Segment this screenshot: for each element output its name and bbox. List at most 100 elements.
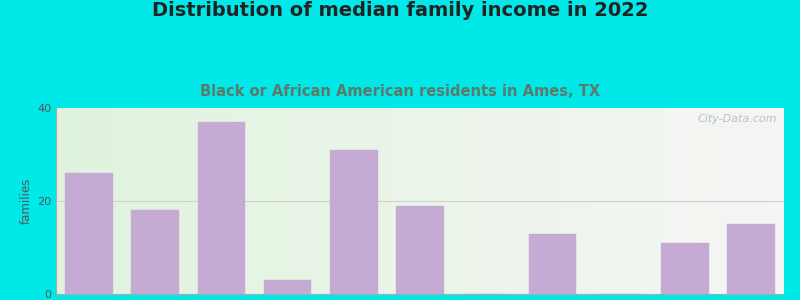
Bar bbox=[138, 108, 143, 294]
Bar bbox=[502, 108, 507, 294]
Bar bbox=[230, 108, 235, 294]
Bar bbox=[206, 108, 211, 294]
Bar bbox=[187, 108, 192, 294]
Bar bbox=[198, 122, 246, 294]
Bar bbox=[114, 108, 119, 294]
Bar bbox=[507, 108, 512, 294]
Bar bbox=[653, 108, 658, 294]
Bar bbox=[439, 108, 444, 294]
Bar bbox=[478, 108, 483, 294]
Bar bbox=[308, 108, 314, 294]
Bar bbox=[614, 108, 619, 294]
Bar bbox=[342, 108, 347, 294]
Bar bbox=[386, 108, 391, 294]
Bar bbox=[532, 108, 537, 294]
Bar bbox=[173, 108, 178, 294]
Bar bbox=[745, 108, 750, 294]
Bar bbox=[66, 108, 70, 294]
Bar bbox=[643, 108, 648, 294]
Bar bbox=[148, 108, 153, 294]
Bar bbox=[546, 108, 551, 294]
Bar bbox=[551, 108, 556, 294]
Bar bbox=[590, 108, 594, 294]
Bar bbox=[105, 108, 110, 294]
Bar bbox=[274, 108, 279, 294]
Bar bbox=[561, 108, 566, 294]
Bar bbox=[430, 108, 434, 294]
Bar bbox=[66, 173, 113, 294]
Bar bbox=[498, 108, 502, 294]
Bar bbox=[406, 108, 410, 294]
Bar bbox=[284, 108, 289, 294]
Bar bbox=[314, 108, 318, 294]
Bar bbox=[661, 243, 709, 294]
Bar bbox=[488, 108, 493, 294]
Bar bbox=[648, 108, 653, 294]
Bar bbox=[687, 108, 692, 294]
Bar bbox=[522, 108, 526, 294]
Bar bbox=[124, 108, 129, 294]
Bar bbox=[330, 150, 378, 294]
Bar bbox=[197, 108, 202, 294]
Bar bbox=[289, 108, 294, 294]
Bar bbox=[512, 108, 517, 294]
Bar bbox=[682, 108, 687, 294]
Bar bbox=[410, 108, 415, 294]
Bar bbox=[765, 108, 770, 294]
Bar bbox=[624, 108, 629, 294]
Bar bbox=[143, 108, 148, 294]
Bar bbox=[270, 108, 274, 294]
Bar bbox=[469, 108, 474, 294]
Bar bbox=[357, 108, 362, 294]
Bar bbox=[580, 108, 585, 294]
Bar bbox=[260, 108, 265, 294]
Bar bbox=[90, 108, 95, 294]
Bar bbox=[678, 108, 682, 294]
Bar bbox=[706, 108, 711, 294]
Bar bbox=[250, 108, 255, 294]
Bar bbox=[80, 108, 85, 294]
Bar bbox=[162, 108, 168, 294]
Bar bbox=[95, 108, 100, 294]
Bar bbox=[594, 108, 599, 294]
Bar bbox=[735, 108, 740, 294]
Bar bbox=[56, 108, 61, 294]
Bar bbox=[542, 108, 546, 294]
Bar bbox=[474, 108, 478, 294]
Text: City-Data.com: City-Data.com bbox=[698, 114, 777, 124]
Bar bbox=[526, 108, 532, 294]
Bar bbox=[711, 108, 716, 294]
Bar bbox=[235, 108, 241, 294]
Bar bbox=[119, 108, 124, 294]
Bar bbox=[182, 108, 187, 294]
Bar bbox=[566, 108, 570, 294]
Bar bbox=[303, 108, 308, 294]
Bar bbox=[726, 108, 730, 294]
Bar bbox=[483, 108, 488, 294]
Bar bbox=[599, 108, 605, 294]
Bar bbox=[279, 108, 284, 294]
Bar bbox=[459, 108, 464, 294]
Bar bbox=[226, 108, 230, 294]
Bar bbox=[362, 108, 366, 294]
Bar bbox=[211, 108, 216, 294]
Bar bbox=[760, 108, 765, 294]
Bar bbox=[318, 108, 323, 294]
Bar bbox=[333, 108, 338, 294]
Bar bbox=[134, 108, 138, 294]
Bar bbox=[352, 108, 357, 294]
Bar bbox=[672, 108, 678, 294]
Bar bbox=[755, 108, 760, 294]
Bar bbox=[537, 108, 542, 294]
Bar bbox=[192, 108, 197, 294]
Bar bbox=[415, 108, 420, 294]
Bar bbox=[727, 224, 774, 294]
Text: Distribution of median family income in 2022: Distribution of median family income in … bbox=[152, 2, 648, 20]
Bar bbox=[662, 108, 667, 294]
Bar bbox=[323, 108, 328, 294]
Bar bbox=[634, 108, 638, 294]
Bar bbox=[716, 108, 721, 294]
Bar bbox=[434, 108, 439, 294]
Bar bbox=[770, 108, 774, 294]
Bar bbox=[264, 280, 311, 294]
